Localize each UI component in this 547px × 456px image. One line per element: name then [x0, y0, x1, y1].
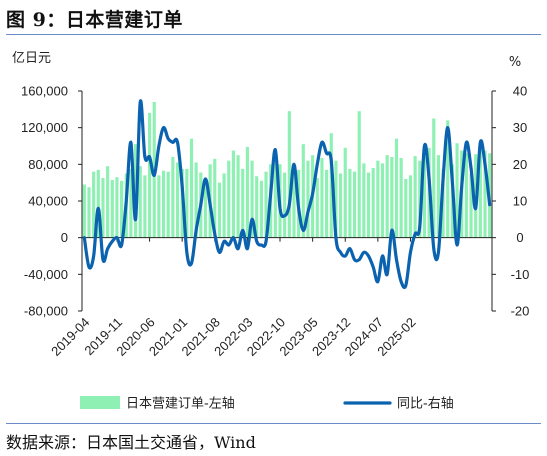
left-tick-label: 0	[61, 230, 68, 245]
bar	[283, 172, 287, 238]
bar	[241, 168, 245, 238]
bar	[273, 154, 277, 238]
bar	[469, 173, 473, 238]
bar	[394, 138, 399, 238]
bar	[325, 169, 329, 238]
bar	[92, 171, 96, 238]
source-divider	[6, 423, 541, 424]
bar	[185, 168, 189, 238]
bar	[129, 168, 133, 238]
source-bar: 数据来源：日本国土交通省，Wind	[6, 423, 541, 455]
bar	[320, 157, 324, 238]
bar	[138, 166, 142, 238]
bar	[362, 163, 366, 238]
left-tick-label: 40,000	[28, 194, 68, 209]
bar	[380, 163, 385, 238]
bar	[161, 170, 166, 238]
chart-svg: -80,000 -40,000 0 40,000 80,000 120,000 160,00…	[12, 51, 530, 412]
bar	[329, 133, 333, 238]
bar	[82, 184, 86, 238]
bar	[175, 162, 180, 238]
legend-label-line: 同比-右轴	[397, 397, 454, 412]
bar	[301, 144, 305, 238]
bar	[203, 180, 208, 238]
bar	[166, 171, 170, 238]
bar	[418, 160, 422, 238]
right-tick-label: 0	[516, 230, 523, 245]
bar	[390, 157, 394, 238]
bar	[366, 172, 371, 238]
bar	[371, 168, 375, 238]
bar	[194, 162, 198, 238]
bar	[250, 160, 254, 238]
bar	[106, 166, 110, 238]
bar	[101, 178, 105, 238]
right-axis-unit: %	[509, 55, 521, 70]
bar	[115, 177, 119, 238]
right-tick-label: -20	[511, 304, 530, 319]
bar	[231, 150, 236, 238]
bar	[255, 176, 259, 238]
bar	[245, 146, 249, 238]
right-tick-label: 40	[513, 84, 527, 99]
bar	[478, 146, 482, 238]
bar	[455, 143, 459, 238]
left-tick-label: -40,000	[24, 267, 68, 282]
bar	[376, 160, 380, 238]
bar	[306, 160, 310, 238]
bar	[217, 182, 222, 238]
bar	[96, 169, 100, 238]
left-tick-label: -80,000	[24, 304, 68, 319]
bar	[120, 180, 124, 238]
chart-title: 图 9：日本营建订单	[6, 9, 183, 31]
bar	[422, 152, 427, 238]
bar	[157, 175, 161, 238]
bar	[87, 187, 91, 238]
bar	[436, 155, 441, 238]
source-note: 数据来源：日本国土交通省，Wind	[6, 433, 256, 452]
bar	[213, 158, 217, 238]
left-tick-label: 160,000	[21, 84, 68, 99]
bar	[147, 113, 152, 238]
bar	[236, 155, 240, 238]
right-tick-label: -10	[511, 267, 530, 282]
bar	[408, 175, 413, 238]
bar	[287, 111, 291, 238]
bar	[348, 168, 352, 238]
left-tick-label: 80,000	[28, 157, 68, 172]
bar	[352, 171, 357, 238]
bar	[315, 178, 319, 238]
right-tick-label: 20	[513, 157, 527, 172]
bar	[399, 157, 403, 238]
right-tick-label: 10	[513, 194, 527, 209]
bar	[385, 155, 389, 238]
bar	[357, 111, 361, 238]
legend-label-bar: 日本营建订单-左轴	[126, 397, 235, 412]
bar	[404, 179, 408, 238]
title-divider	[6, 34, 541, 35]
title-bar: 图 9：日本营建订单	[6, 2, 541, 35]
yoy-line	[82, 99, 492, 290]
bar	[110, 179, 114, 238]
bar	[483, 150, 487, 238]
bar	[292, 164, 296, 238]
bar	[334, 160, 338, 238]
left-tick-label: 120,000	[21, 120, 68, 135]
bar	[343, 147, 347, 238]
left-axis-unit: 亿日元	[12, 51, 51, 66]
bar	[171, 157, 175, 238]
bar	[222, 173, 226, 238]
legend-swatch-bar	[80, 396, 120, 409]
bar	[259, 180, 263, 238]
bar	[189, 138, 194, 238]
bar	[227, 160, 231, 238]
bar	[264, 171, 268, 238]
bar	[143, 175, 147, 238]
right-tick-label: 30	[513, 120, 527, 135]
bar	[446, 120, 450, 238]
bar	[413, 156, 417, 238]
bar	[339, 173, 343, 238]
bar	[464, 153, 468, 238]
bar	[432, 118, 436, 238]
